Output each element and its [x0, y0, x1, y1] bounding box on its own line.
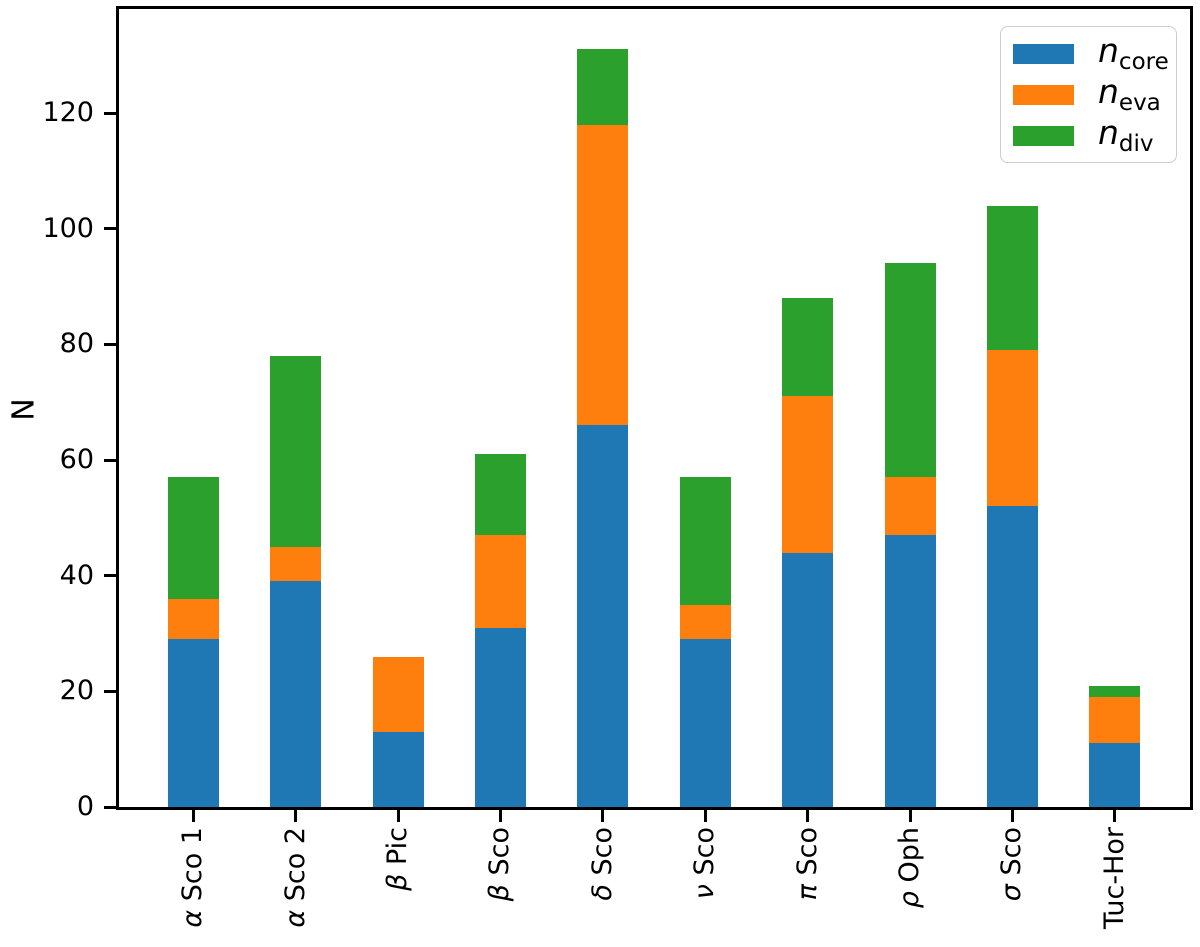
x-tick-mark — [601, 810, 605, 822]
y-tick-label: 20 — [59, 675, 94, 707]
legend-patch-n-core — [1013, 43, 1074, 64]
x-tick-label-rho-oph: ρ Oph — [894, 827, 926, 912]
y-tick-label: 40 — [59, 559, 94, 591]
legend-patch-n-div — [1013, 125, 1074, 146]
bar-segment-n-core-delta-sco — [577, 425, 629, 807]
x-tick-label-alpha-sco-2: α Sco 2 — [279, 827, 311, 932]
legend-item-n-core: ncore — [1013, 34, 1176, 74]
bar-segment-n-eva-beta-sco — [474, 535, 526, 628]
bar-segment-n-eva-nu-sco — [679, 604, 731, 640]
x-tick-label-text: δ Sco — [586, 827, 618, 901]
y-axis-title: N — [6, 398, 42, 421]
bar-segment-n-eva-tuc-hor — [1089, 697, 1141, 744]
y-tick-label: 120 — [42, 97, 94, 129]
bar-segment-n-eva-alpha-sco-2 — [270, 546, 322, 582]
legend-label-n-core: ncore — [1098, 30, 1169, 75]
bar-segment-n-eva-delta-sco — [577, 124, 629, 426]
x-tick-label-pi-sco: π Sco — [791, 827, 823, 904]
x-tick-label-nu-sco: ν Sco — [689, 827, 721, 903]
x-tick-label-text: σ Sco — [996, 827, 1028, 902]
y-tick-mark — [104, 805, 116, 809]
x-tick-label-text: α Sco 2 — [279, 827, 311, 928]
bar-segment-n-core-sigma-sco — [986, 506, 1038, 807]
bar-segment-n-core-nu-sco — [679, 639, 731, 807]
bar-segment-n-div-beta-sco — [474, 454, 526, 536]
legend-patch-n-eva — [1013, 84, 1074, 105]
x-tick-label-text: Tuc-Hor — [1098, 827, 1130, 930]
x-tick-label-text: α Sco 1 — [177, 827, 209, 928]
x-tick-label-tuc-hor: Tuc-Hor — [1098, 827, 1130, 933]
x-tick-label-sigma-sco: σ Sco — [996, 827, 1028, 905]
x-tick-label-text: β Pic — [382, 827, 414, 891]
y-tick-mark — [104, 227, 116, 231]
bar-segment-n-div-tuc-hor — [1089, 685, 1141, 698]
y-tick-mark — [104, 342, 116, 346]
bar-segment-n-div-alpha-sco-1 — [167, 477, 219, 599]
bar-segment-n-core-alpha-sco-1 — [167, 639, 219, 807]
bar-segment-n-core-pi-sco — [782, 552, 834, 807]
bar-segment-n-eva-pi-sco — [782, 396, 834, 553]
bar-segment-n-div-alpha-sco-2 — [270, 355, 322, 547]
bar-segment-n-eva-rho-oph — [884, 477, 936, 536]
x-tick-mark — [1113, 810, 1117, 822]
x-tick-mark — [806, 810, 810, 822]
legend-item-n-eva: neva — [1013, 75, 1176, 115]
bar-segment-n-div-pi-sco — [782, 298, 834, 397]
legend-label-n-div: ndiv — [1098, 112, 1154, 157]
y-tick-label: 80 — [59, 328, 94, 360]
bar-segment-n-div-sigma-sco — [986, 205, 1038, 351]
y-tick-mark — [104, 458, 116, 462]
y-tick-label: 60 — [59, 444, 94, 476]
x-tick-mark — [1010, 810, 1014, 822]
x-tick-label-text: ν Sco — [689, 827, 721, 900]
x-tick-label-beta-pic: β Pic — [382, 827, 414, 895]
bar-segment-n-eva-alpha-sco-1 — [167, 598, 219, 640]
x-tick-label-beta-sco: β Sco — [484, 827, 516, 905]
y-tick-mark — [104, 574, 116, 578]
bar-segment-n-core-rho-oph — [884, 535, 936, 807]
bar-segment-n-div-nu-sco — [679, 477, 731, 605]
x-tick-label-text: π Sco — [791, 827, 823, 901]
x-tick-mark — [396, 810, 400, 822]
bar-segment-n-eva-beta-pic — [372, 656, 424, 732]
bar-segment-n-eva-sigma-sco — [986, 350, 1038, 507]
plot-area: 0 20 40 60 80 100 120 α Sco 1 α Sco 2 β Pic β Sco… — [42, 6, 1193, 929]
x-tick-mark — [498, 810, 502, 822]
legend-item-n-div: ndiv — [1013, 116, 1176, 156]
x-tick-mark — [191, 810, 195, 822]
x-tick-label-delta-sco: δ Sco — [586, 827, 618, 905]
y-tick-mark — [104, 111, 116, 115]
x-tick-mark — [703, 810, 707, 822]
x-tick-label-alpha-sco-1: α Sco 1 — [177, 827, 209, 932]
bar-segment-n-div-rho-oph — [884, 263, 936, 478]
x-tick-label-text: ρ Oph — [894, 827, 926, 909]
y-tick-mark — [104, 689, 116, 693]
y-tick-label: 0 — [76, 791, 94, 822]
legend: ncore neva ndiv — [1000, 26, 1177, 163]
bar-segment-n-core-alpha-sco-2 — [270, 581, 322, 807]
x-tick-mark — [908, 810, 912, 822]
legend-label-n-eva: neva — [1098, 71, 1161, 116]
bar-segment-n-core-beta-sco — [474, 627, 526, 807]
x-tick-mark — [294, 810, 298, 822]
y-tick-label: 100 — [42, 212, 94, 244]
bar-segment-n-div-delta-sco — [577, 49, 629, 125]
bar-segment-n-core-tuc-hor — [1089, 743, 1141, 807]
bar-segment-n-core-beta-pic — [372, 731, 424, 807]
x-tick-label-text: β Sco — [484, 827, 516, 902]
